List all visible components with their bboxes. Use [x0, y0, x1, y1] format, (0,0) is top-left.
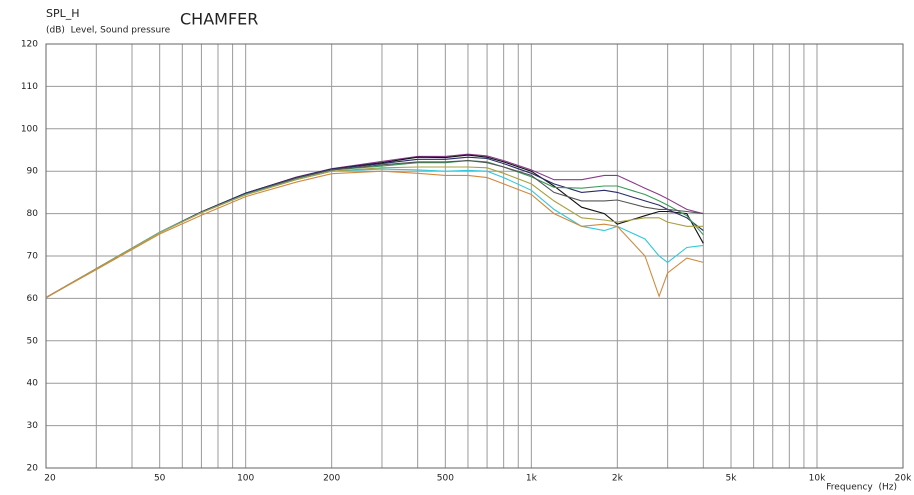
- series-line: [45, 170, 704, 299]
- chart-subtitle: (dB) Level, Sound pressure: [46, 26, 171, 36]
- y-tick-label: 40: [27, 379, 39, 389]
- y-tick-label: 90: [27, 167, 39, 177]
- x-tick-label: 20: [44, 474, 56, 484]
- y-tick-label: 110: [21, 82, 38, 92]
- x-tick-label: 2k: [612, 474, 624, 484]
- plot-frame: [45, 43, 904, 469]
- x-tick-label: 200: [323, 474, 340, 484]
- y-tick-label: 60: [27, 294, 39, 304]
- series-line: [45, 168, 704, 299]
- x-axis-label: Frequency (Hz): [826, 483, 897, 493]
- x-tick-label: 1k: [526, 474, 538, 484]
- annotation: CHAMFER: [180, 10, 258, 29]
- chart-title: SPL_H: [46, 7, 80, 20]
- y-tick-label: 70: [27, 252, 39, 262]
- x-tick-label: 500: [437, 474, 454, 484]
- x-tick-label: 5k: [726, 474, 738, 484]
- x-tick-label: 100: [237, 474, 254, 484]
- series-line: [45, 154, 704, 299]
- y-tick-label: 100: [21, 124, 38, 134]
- series-line: [45, 160, 704, 299]
- y-tick-label: 80: [27, 209, 39, 219]
- series-line: [45, 160, 704, 299]
- x-tick-label: 50: [154, 474, 166, 484]
- series-line: [45, 166, 704, 299]
- y-tick-label: 30: [27, 421, 39, 431]
- y-tick-label: 50: [27, 336, 39, 346]
- series-line: [45, 156, 704, 299]
- x-tick-label: 10k: [809, 474, 826, 484]
- y-tick-label: 20: [27, 464, 39, 474]
- x-tick-label: 20k: [895, 474, 912, 484]
- series-line: [45, 153, 704, 299]
- y-tick-label: 120: [21, 40, 38, 50]
